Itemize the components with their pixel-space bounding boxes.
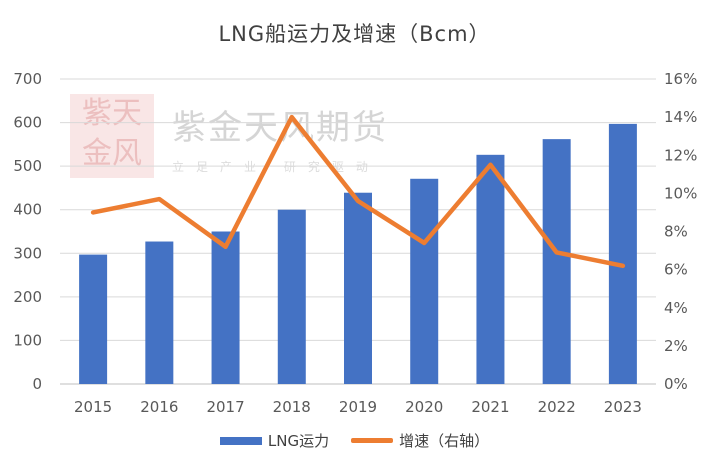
legend-item-bar: LNG运力 [219, 430, 330, 451]
x-tick-label: 2017 [206, 398, 244, 416]
left-tick-label: 400 [13, 201, 42, 219]
bar [542, 139, 571, 384]
x-tick-label: 2021 [471, 398, 509, 416]
right-tick-label: 4% [664, 299, 688, 317]
legend-swatch-bar [219, 436, 262, 445]
right-tick-label: 14% [664, 108, 697, 126]
legend: LNG运力 增速（右轴） [0, 430, 709, 451]
right-tick-label: 6% [664, 261, 688, 279]
bar [344, 192, 372, 384]
right-tick-label: 10% [664, 184, 697, 202]
bar [410, 178, 439, 384]
bar [145, 241, 174, 384]
right-tick-label: 16% [664, 70, 697, 88]
right-tick-label: 12% [664, 146, 697, 164]
legend-label-bar: LNG运力 [267, 432, 330, 450]
left-tick-label: 200 [13, 288, 42, 306]
chart-title: LNG船运力及增速（Bcm） [218, 22, 491, 46]
bar [211, 231, 240, 384]
x-tick-label: 2022 [538, 398, 576, 416]
x-tick-label: 2020 [405, 398, 443, 416]
left-tick-label: 300 [13, 244, 42, 262]
x-tick-label: 2018 [273, 398, 311, 416]
bar [608, 123, 637, 384]
right-tick-label: 2% [664, 337, 688, 355]
left-tick-label: 500 [13, 157, 42, 175]
bar [79, 254, 108, 384]
bar [277, 209, 306, 384]
left-tick-label: 100 [13, 331, 42, 349]
right-tick-label: 8% [664, 223, 688, 241]
legend-item-line: 增速（右轴） [351, 430, 489, 451]
bar [476, 154, 505, 384]
right-tick-label: 0% [664, 375, 688, 393]
left-tick-label: 700 [13, 70, 42, 88]
watermark-seal: 紫天 金风 [70, 94, 154, 178]
legend-label-line: 增速（右轴） [399, 432, 490, 450]
x-tick-label: 2015 [74, 398, 112, 416]
legend-swatch-line [351, 438, 394, 443]
x-tick-label: 2016 [140, 398, 178, 416]
left-tick-label: 0 [32, 375, 42, 393]
watermark-slogan: 立足产业 研究驱动 [172, 160, 380, 174]
x-tick-label: 2023 [604, 398, 642, 416]
left-tick-label: 600 [13, 114, 42, 132]
x-tick-label: 2019 [339, 398, 377, 416]
